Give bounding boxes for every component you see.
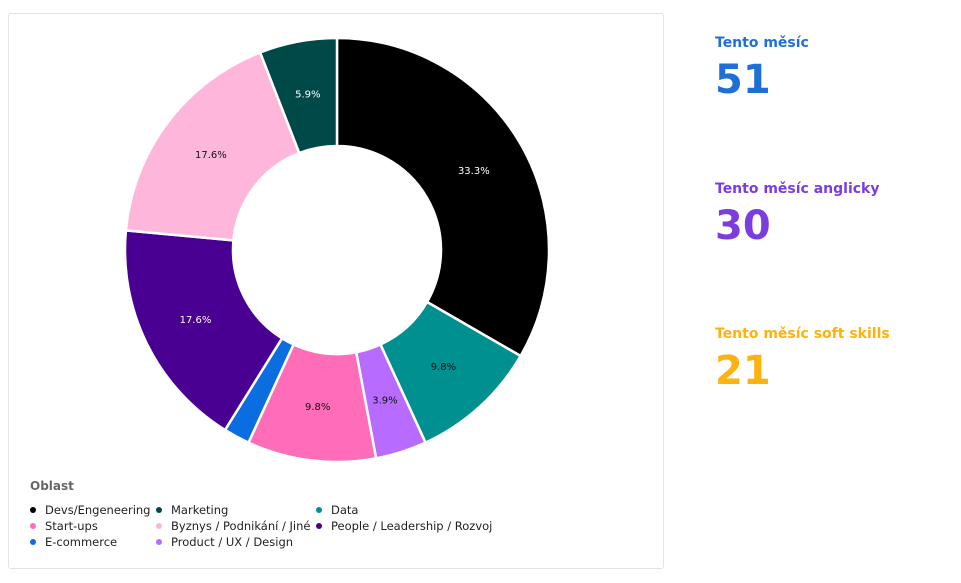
slice-label-data: 9.8% bbox=[431, 362, 456, 373]
legend-title: Oblast bbox=[30, 479, 74, 493]
slice-devs-engeneering[interactable] bbox=[335, 36, 551, 358]
donut-chart: 33.3% 9.8% 3.9% 9.8% 17.6% 17.6% 5.9% bbox=[123, 36, 551, 464]
legend-dot-icon bbox=[30, 506, 36, 513]
slice-label-marketing: 5.9% bbox=[295, 90, 320, 101]
kpi-this-month-soft-skills-label: Tento měsíc soft skills bbox=[715, 326, 890, 342]
donut-chart-card: 33.3% 9.8% 3.9% 9.8% 17.6% 17.6% 5.9% Oblast D… bbox=[8, 13, 664, 569]
kpi-this-month-english-value: 30 bbox=[715, 203, 771, 249]
legend-dot-icon bbox=[30, 522, 36, 529]
legend-dot-icon bbox=[316, 506, 322, 513]
slice-people-leadership-rozvoj[interactable] bbox=[123, 229, 284, 432]
kpi-this-month-soft-skills-value: 21 bbox=[715, 348, 771, 394]
legend-dot-icon bbox=[156, 522, 162, 529]
kpi-this-month: Tento měsíc 51 bbox=[715, 35, 809, 100]
legend-label: People / Leadership / Rozvoj bbox=[331, 518, 493, 533]
legend-label: Start-ups bbox=[45, 518, 98, 533]
slice-label-start-ups: 9.8% bbox=[305, 402, 330, 413]
legend-item-e-commerce[interactable]: E-commerce bbox=[30, 534, 154, 549]
slice-label-devs-engeneering: 33.3% bbox=[458, 166, 490, 177]
legend-label: Marketing bbox=[171, 502, 229, 517]
kpi-this-month-label: Tento měsíc bbox=[715, 35, 809, 51]
kpi-this-month-english: Tento měsíc anglicky 30 bbox=[715, 181, 880, 246]
slice-label-byznys-podnik-n-jin: 17.6% bbox=[195, 150, 227, 161]
chart-legend: Devs/Engeneering Marketing Data Start-ups By… bbox=[30, 502, 650, 549]
legend-item-marketing[interactable]: Marketing bbox=[156, 502, 314, 517]
legend-label: Product / UX / Design bbox=[171, 534, 294, 549]
legend-item-people-leadership-rozvoj[interactable]: People / Leadership / Rozvoj bbox=[316, 518, 516, 533]
legend-dot-icon bbox=[30, 538, 36, 545]
legend-dot-icon bbox=[316, 522, 322, 529]
slice-byznys-podnik-n-jin[interactable] bbox=[124, 50, 301, 242]
legend-item-product-ux-design[interactable]: Product / UX / Design bbox=[156, 534, 314, 549]
slice-label-people-leadership-rozvoj: 17.6% bbox=[180, 315, 212, 326]
kpi-this-month-soft-skills: Tento měsíc soft skills 21 bbox=[715, 326, 890, 391]
legend-label: Data bbox=[331, 502, 359, 517]
legend-item-devs-engeneering[interactable]: Devs/Engeneering bbox=[30, 502, 154, 517]
legend-item-data[interactable]: Data bbox=[316, 502, 516, 517]
legend-dot-icon bbox=[156, 506, 162, 513]
legend-item-byznys-podnik-n-jin[interactable]: Byznys / Podnikání / Jiné bbox=[156, 518, 314, 533]
legend-label: Byznys / Podnikání / Jiné bbox=[171, 518, 311, 533]
legend-dot-icon bbox=[156, 538, 162, 545]
slice-marketing[interactable] bbox=[258, 36, 339, 155]
legend-item-start-ups[interactable]: Start-ups bbox=[30, 518, 154, 533]
legend-label: Devs/Engeneering bbox=[45, 502, 151, 517]
slice-label-product-ux-design: 3.9% bbox=[372, 396, 397, 407]
kpi-this-month-value: 51 bbox=[715, 57, 771, 103]
kpi-this-month-english-label: Tento měsíc anglicky bbox=[715, 181, 880, 197]
legend-label: E-commerce bbox=[45, 534, 118, 549]
